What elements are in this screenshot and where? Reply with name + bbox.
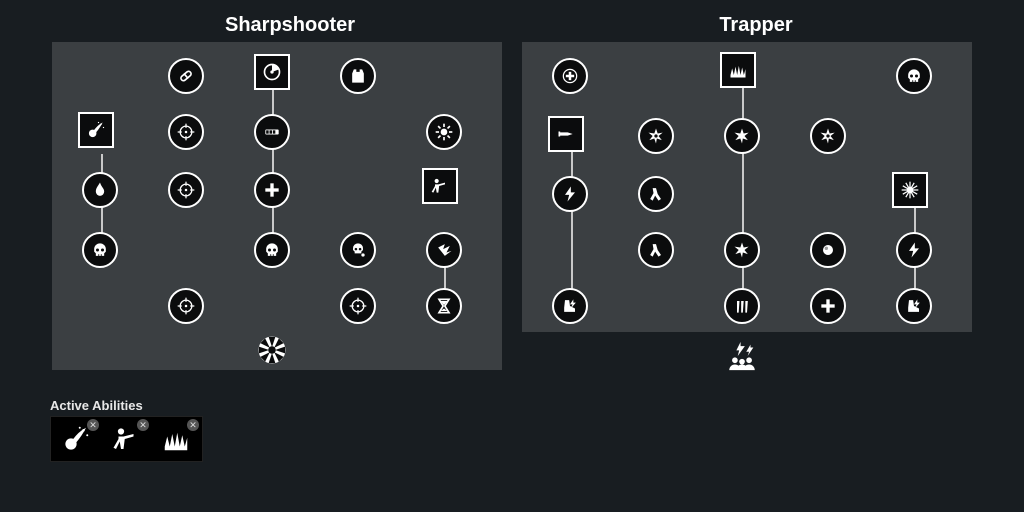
skill-node-trap-r1-c1[interactable] [552,58,588,94]
skill-node-sharp-r4-c3[interactable] [254,232,290,268]
active-ability-slot[interactable]: ✕ [51,417,101,461]
skill-node-trap-r4-c5[interactable] [896,232,932,268]
skill-node-sharp-r2-c1[interactable] [78,112,114,148]
skill-node-sharp-r2-c5[interactable] [426,114,462,150]
skill-node-trap-r3-c1[interactable] [552,176,588,212]
skill-node-sharp-r4-c1[interactable] [82,232,118,268]
skill-edge [571,150,573,302]
skill-node-trap-r4-c2[interactable] [638,232,674,268]
skill-node-sharp-r5-c2[interactable] [168,288,204,324]
remove-ability-icon[interactable]: ✕ [187,419,199,431]
skill-node-trap-r1-c3[interactable] [720,52,756,88]
skill-node-trap-r5-c4[interactable] [810,288,846,324]
skill-node-trap-r4-c3[interactable] [724,232,760,268]
skill-node-sharp-r3-c3[interactable] [254,172,290,208]
skill-edge [272,82,274,250]
skill-node-sharp-r2-c3[interactable] [254,114,290,150]
skill-node-sharp-r3-c5[interactable] [422,168,458,204]
skill-node-sharp-r1-c2[interactable] [168,58,204,94]
active-ability-slot[interactable]: ✕ [101,417,151,461]
remove-ability-icon[interactable]: ✕ [87,419,99,431]
skill-node-sharp-r3-c2[interactable] [168,172,204,208]
skill-node-sharp-r1-c4[interactable] [340,58,376,94]
skill-node-trap-r3-c5[interactable] [892,172,928,208]
skill-node-sharp-r2-c2[interactable] [168,114,204,150]
skill-edge [742,82,744,302]
mastery-node-sharpshooter[interactable] [254,332,290,368]
skill-node-sharp-r4-c4[interactable] [340,232,376,268]
tree-title-trapper: Trapper [656,14,856,37]
skill-node-trap-r2-c1[interactable] [548,116,584,152]
skill-node-sharp-r5-c5[interactable] [426,288,462,324]
tree-title-sharpshooter: Sharpshooter [190,14,390,37]
remove-ability-icon[interactable]: ✕ [137,419,149,431]
skill-node-trap-r2-c3[interactable] [724,118,760,154]
skill-node-sharp-r5-c4[interactable] [340,288,376,324]
skill-node-sharp-r3-c1[interactable] [82,172,118,208]
mastery-node-trapper[interactable] [724,338,760,374]
skill-node-trap-r4-c4[interactable] [810,232,846,268]
active-abilities-label: Active Abilities [50,398,143,413]
skill-node-sharp-r1-c3[interactable] [254,54,290,90]
skill-node-trap-r2-c2[interactable] [638,118,674,154]
skill-node-sharp-r4-c5[interactable] [426,232,462,268]
active-ability-slot[interactable]: ✕ [151,417,201,461]
skill-node-trap-r2-c4[interactable] [810,118,846,154]
active-abilities-bar: ✕ ✕ ✕ [50,416,203,462]
skill-node-trap-r1-c5[interactable] [896,58,932,94]
skill-node-trap-r5-c1[interactable] [552,288,588,324]
skill-node-trap-r3-c2[interactable] [638,176,674,212]
skill-node-trap-r5-c3[interactable] [724,288,760,324]
skill-node-trap-r5-c5[interactable] [896,288,932,324]
